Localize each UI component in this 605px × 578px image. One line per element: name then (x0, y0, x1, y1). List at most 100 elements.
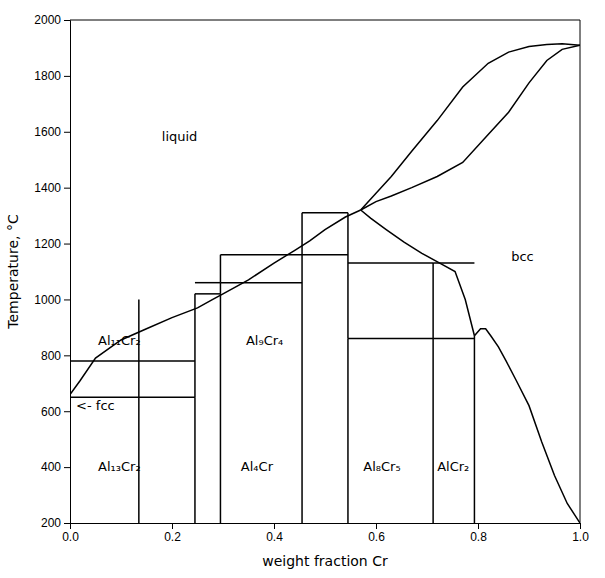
phase-line (348, 338, 433, 340)
tick-label: 0.0 (62, 530, 79, 544)
phase-line (70, 360, 139, 362)
tick: 800 (41, 349, 70, 363)
tick: 400 (41, 460, 70, 474)
tick-label: 1400 (34, 181, 61, 195)
phase-line (433, 262, 474, 264)
tick-mark (172, 523, 173, 529)
phase-line (432, 339, 434, 523)
phase-line (70, 425, 71, 523)
chart: 0.0 0.2 0.4 0.6 0.8 1.0 200 400 600 800 1000 1200 14… (0, 0, 605, 578)
phase-line (194, 397, 196, 523)
tick-mark (64, 244, 70, 245)
tick-label: 0.6 (368, 530, 385, 544)
phase-line (347, 339, 349, 523)
phase-line (220, 282, 302, 284)
phase-label: liquid (162, 129, 198, 144)
phase-line (70, 210, 361, 394)
phase-line (195, 282, 221, 284)
tick-mark (580, 523, 581, 529)
tick: 2000 (34, 13, 70, 27)
frame (580, 20, 581, 523)
tick-label: 0.4 (266, 530, 283, 544)
axis-line (71, 524, 581, 530)
phase-line (347, 263, 349, 338)
x-axis-title: weight fraction Cr (262, 553, 388, 569)
phase-line (138, 299, 140, 360)
tick: 1400 (34, 181, 70, 195)
tick-label: 0.8 (470, 530, 487, 544)
tick-label: 400 (41, 460, 61, 474)
phase-line (347, 213, 349, 263)
phase-line (194, 294, 196, 361)
phase-label: Al₉Cr₄ (246, 333, 283, 348)
tick-label: 0.2 (164, 530, 181, 544)
y-axis-title: Temperature, °C (5, 214, 21, 330)
phase-label: Al₄Cr (241, 459, 274, 474)
phase-label: Al₁₁Cr₂ (98, 333, 141, 348)
tick-mark (64, 188, 70, 189)
phase-line (139, 397, 195, 399)
plot-area: 0.0 0.2 0.4 0.6 0.8 1.0 200 400 600 800 1000 1200 14… (34, 13, 589, 543)
tick-label: 1800 (34, 69, 61, 83)
tick: 0.0 (62, 523, 79, 544)
lines (70, 44, 580, 523)
phase-line (474, 329, 580, 523)
phase-label: bcc (511, 249, 534, 264)
phase-line (194, 361, 196, 397)
tick-label: 1.0 (572, 530, 589, 544)
tick-mark (64, 76, 70, 77)
phase-line (361, 210, 475, 336)
tick-mark (64, 355, 70, 356)
tick: 600 (41, 405, 70, 419)
phase-line (302, 254, 348, 256)
phase-label: Al₁₃Cr₂ (98, 459, 141, 474)
phase-line (220, 283, 222, 294)
tick: 0.4 (266, 523, 283, 544)
tick-mark (64, 20, 70, 21)
phase-line (220, 254, 302, 256)
tick: 0.8 (470, 523, 487, 544)
x-axis: 0.0 0.2 0.4 0.6 0.8 1.0 (62, 523, 589, 544)
tick-mark (64, 411, 70, 412)
tick: 0.2 (164, 523, 181, 544)
phase-line (70, 394, 71, 425)
phase-line (138, 361, 140, 397)
tick-label: 1600 (34, 125, 61, 139)
tick: 1.0 (572, 523, 589, 544)
tick-label: 800 (41, 349, 61, 363)
tick-mark (376, 523, 377, 529)
phase-line (195, 293, 221, 295)
tick-mark (64, 523, 70, 524)
axis-line (64, 21, 71, 524)
tick-label: 600 (41, 405, 61, 419)
tick: 1600 (34, 125, 70, 139)
phase-line (361, 44, 580, 210)
phase-line (301, 255, 303, 523)
tick-label: 200 (41, 516, 61, 530)
phase-line (302, 212, 348, 214)
tick: 1200 (34, 237, 70, 251)
tick-label: 1000 (34, 293, 61, 307)
phase-line (220, 255, 222, 283)
tick-mark (478, 523, 479, 529)
tick: 200 (41, 516, 70, 530)
phase-line (433, 338, 474, 340)
tick: 1800 (34, 69, 70, 83)
tick-label: 1200 (34, 237, 61, 251)
y-axis: 200 400 600 800 1000 1200 1400 1600 1800 2000 (34, 13, 70, 530)
phase-line (432, 263, 434, 338)
tick-mark (64, 299, 70, 300)
phase-line (220, 294, 222, 523)
tick-mark (64, 132, 70, 133)
annotations: liquid bcc <- fcc Al₁₃Cr₂ Al₁₁Cr₂ Al₉Cr₄ Al₄Cr… (76, 129, 534, 474)
frame (70, 20, 580, 21)
tick: 1000 (34, 293, 70, 307)
tick-label: 2000 (34, 13, 61, 27)
phase-label: AlCr₂ (437, 459, 469, 474)
tick: 0.6 (368, 523, 385, 544)
tick-mark (274, 523, 275, 529)
phase-label: Al₈Cr₅ (363, 459, 400, 474)
phase-label: <- fcc (76, 398, 115, 413)
phase-line (139, 360, 195, 362)
phase-line (348, 262, 433, 264)
